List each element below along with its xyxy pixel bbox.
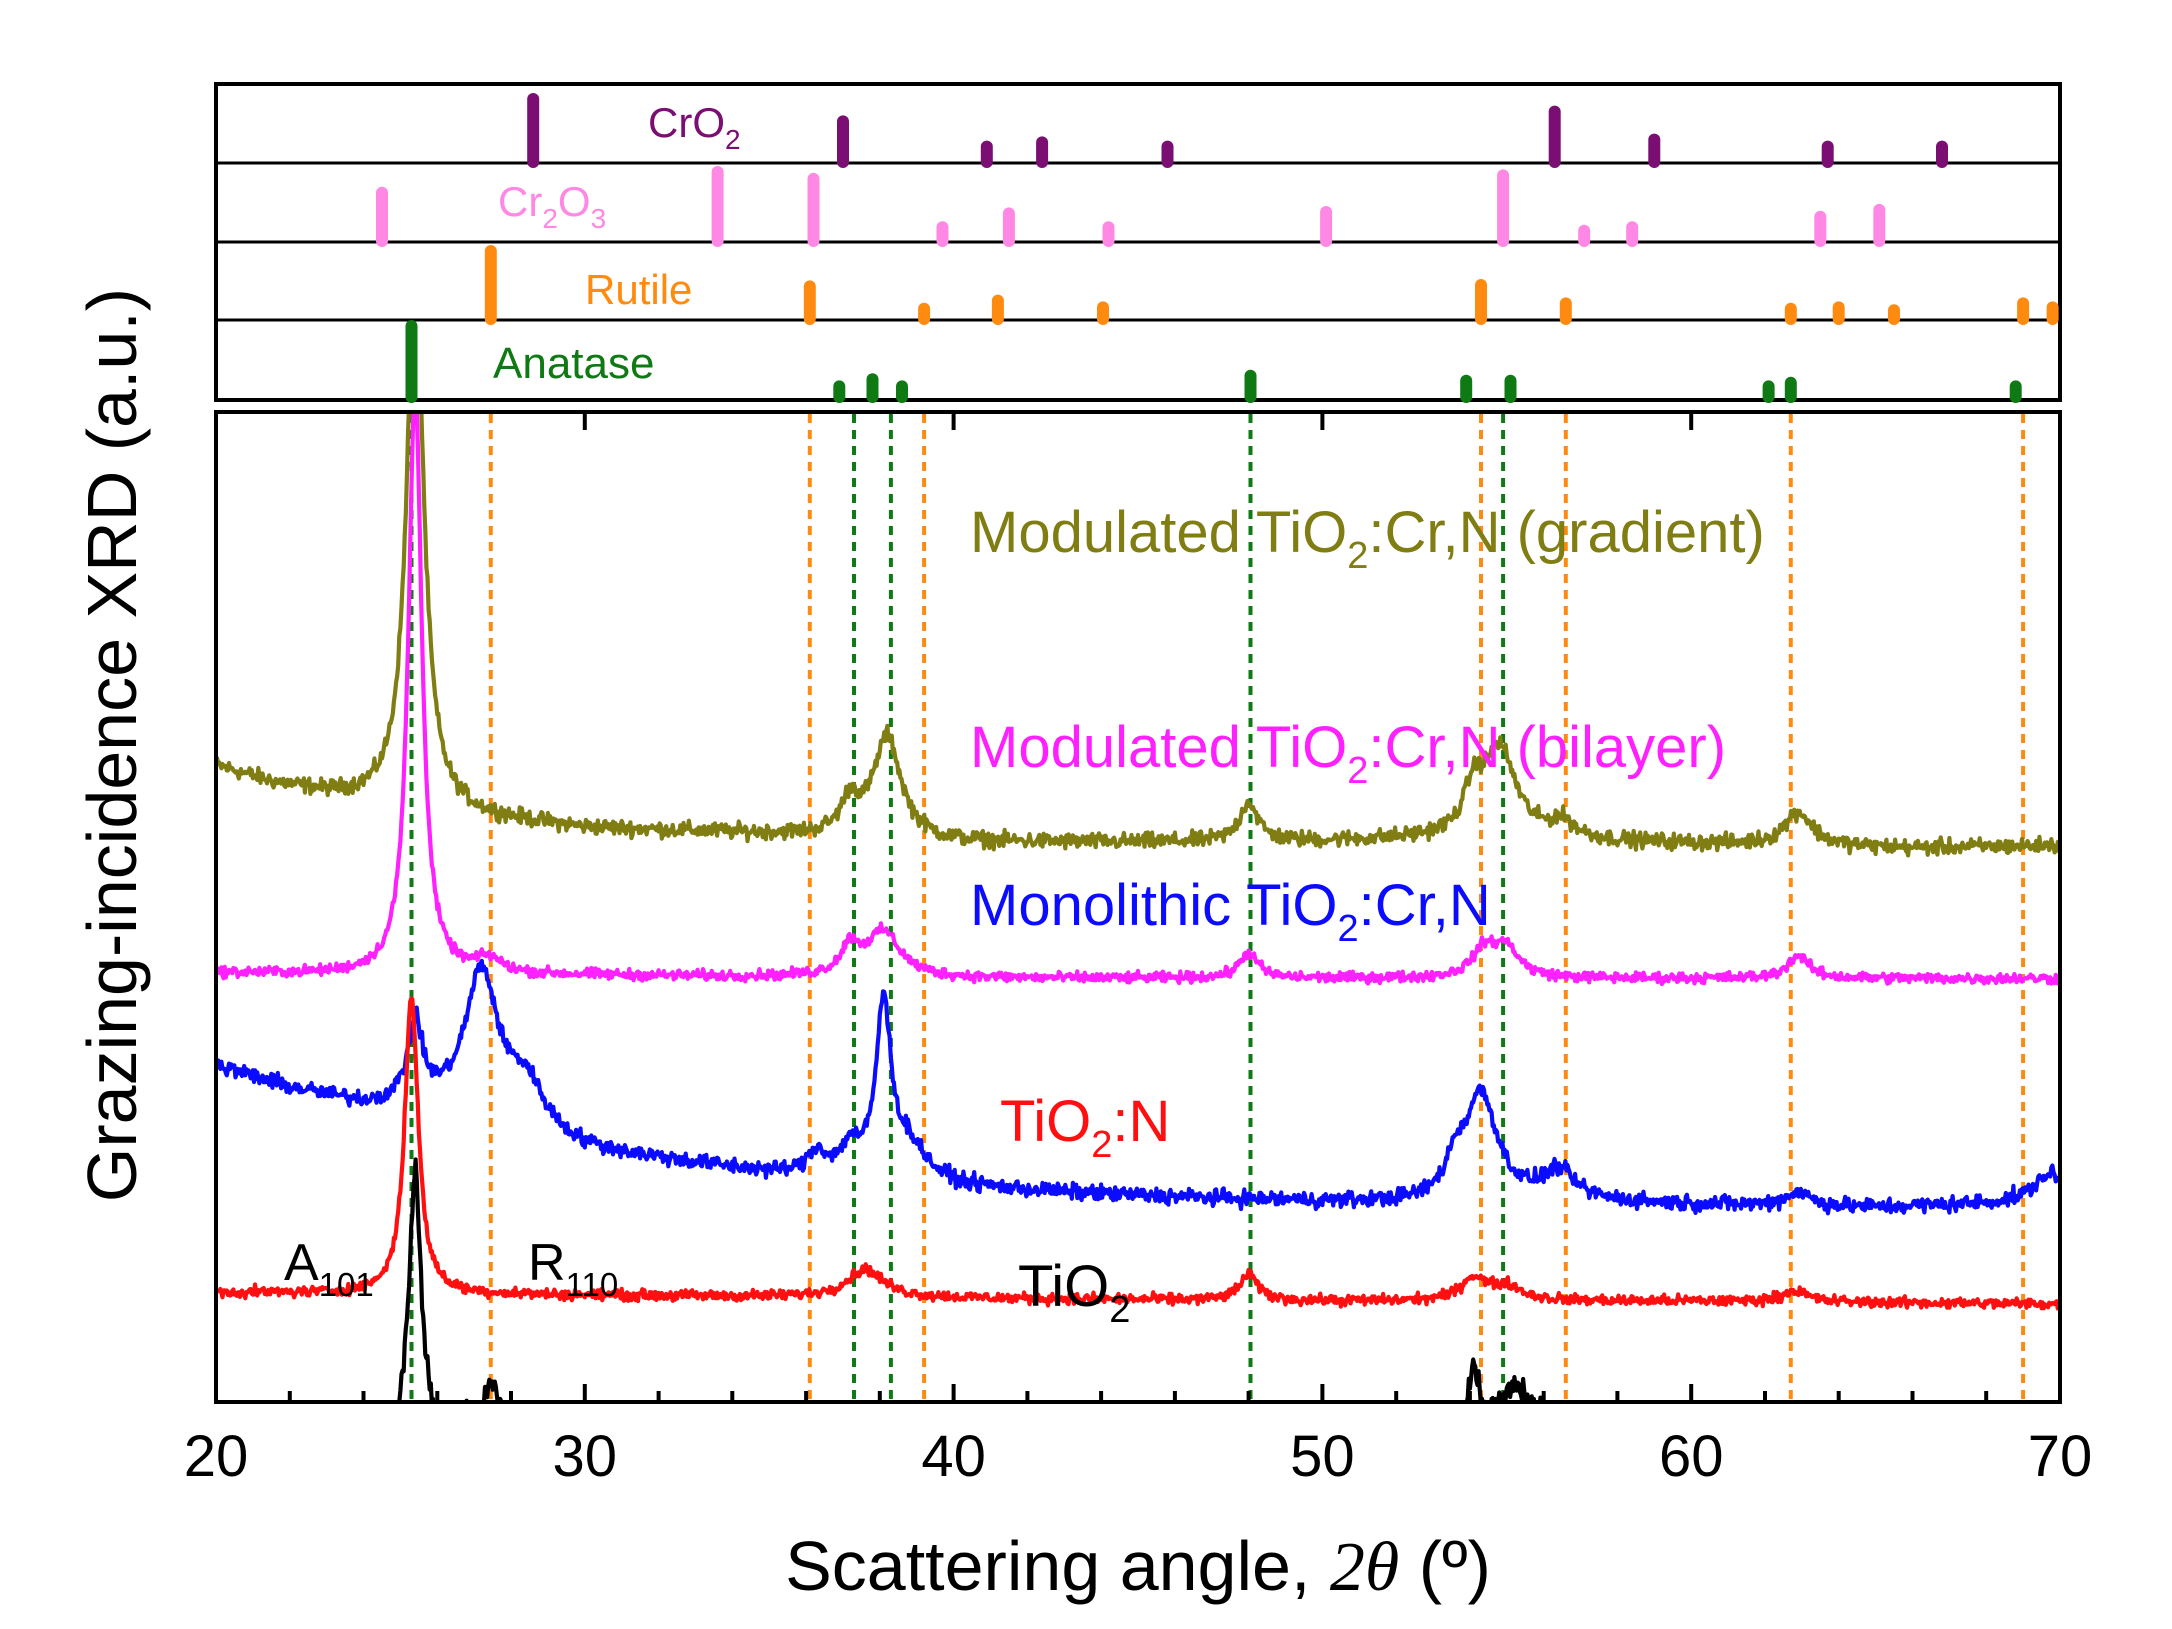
x-axis-title-unit: (º) [1399,1527,1491,1605]
label-bilayer-post: :Cr,N (bilayer) [1368,715,1726,780]
label-gradient-sub: 2 [1347,535,1368,577]
x-tick-label-60: 60 [1659,1424,1724,1489]
x-axis-ticks: 20 30 40 50 60 70 [184,414,2093,1489]
label-cro2-base: CrO [648,99,725,146]
label-cro2: CrO2 [648,99,741,155]
label-tio2-sub: 2 [1109,1289,1130,1331]
label-bilayer: Modulated TiO2:Cr,N (bilayer) [970,715,1726,792]
x-tick-label-70: 70 [2028,1424,2093,1489]
annotation-a101: A101 [284,1234,374,1303]
label-cr2o3-mid: O [558,178,591,225]
trace-bilayer [218,414,2058,987]
label-gradient-post: :Cr,N (gradient) [1368,500,1764,565]
label-cr2o3: Cr2O3 [498,178,606,234]
label-cr2o3-sub: 2 [542,203,558,234]
y-axis-title: Grazing-incidence XRD (a.u.) [73,288,151,1202]
reference-panels: CrO2 Cr2O3 Rutile Anatase [214,82,2062,403]
xrd-traces [218,414,2058,1400]
trace-tio2n [218,996,2058,1311]
label-tio2-pre: TiO [1018,1254,1109,1319]
main-plot: 20 30 40 50 60 70 Modulated TiO2:Cr,N (gradie… [184,410,2093,1489]
x-axis-title: Scattering angle, 2θ (º) [785,1527,1491,1606]
x-tick-label-20: 20 [184,1424,249,1489]
label-monolithic-sub: 2 [1337,908,1358,950]
label-monolithic-post: :Cr,N [1359,873,1491,938]
label-gradient-pre: Modulated TiO [970,500,1347,565]
label-tio2: TiO2 [1018,1254,1130,1331]
label-cr2o3-sub2: 3 [591,203,607,234]
x-axis-title-var: 2θ [1330,1529,1399,1606]
label-tio2n-pre: TiO [1000,1089,1091,1154]
label-tio2n: TiO2:N [1000,1089,1170,1166]
label-gradient: Modulated TiO2:Cr,N (gradient) [970,500,1765,577]
label-cro2-sub: 2 [725,124,741,155]
x-tick-label-40: 40 [921,1424,986,1489]
trace-gradient [218,414,2058,858]
x-tick-label-30: 30 [553,1424,618,1489]
label-cr2o3-base: Cr [498,178,542,225]
annotation-r110-sub: 110 [566,1266,619,1303]
trace-tio2 [397,1157,1545,1400]
label-rutile: Rutile [585,266,692,313]
label-bilayer-sub: 2 [1347,750,1368,792]
label-monolithic-pre: Monolithic TiO [970,873,1337,938]
x-tick-label-50: 50 [1290,1424,1355,1489]
label-tio2n-sub: 2 [1091,1124,1112,1166]
trace-monolithic [218,958,2058,1216]
label-bilayer-pre: Modulated TiO [970,715,1347,780]
x-axis-title-main: Scattering angle, [785,1527,1330,1605]
annotation-a101-sub: 101 [319,1266,374,1303]
label-monolithic: Monolithic TiO2:Cr,N [970,873,1491,950]
annotation-a101-base: A [284,1234,319,1292]
annotation-r110: R110 [528,1234,618,1303]
reference-bars [376,93,2059,403]
label-anatase: Anatase [493,339,654,388]
label-tio2n-post: :N [1112,1089,1170,1154]
annotation-r110-base: R [528,1234,566,1292]
main-plot-frame [214,410,2062,1404]
